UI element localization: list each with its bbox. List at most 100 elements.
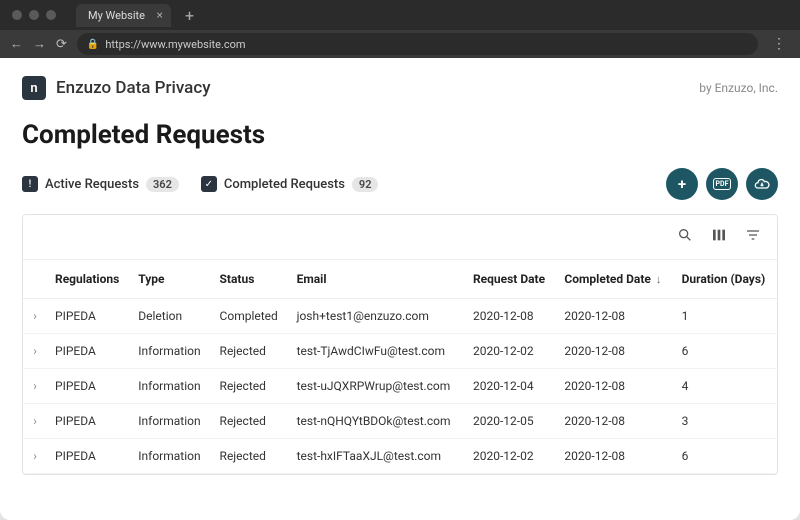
- cell-duration: 3: [674, 404, 777, 439]
- tab-label: Active Requests: [45, 177, 139, 192]
- cell-email: test-hxIFTaaXJL@test.com: [289, 439, 465, 474]
- col-status[interactable]: Status: [212, 260, 289, 299]
- table-container: Regulations Type Status Email Request Da…: [22, 214, 778, 475]
- table-row[interactable]: ›PIPEDAInformationRejectedtest-nQHQYtBDO…: [23, 404, 777, 439]
- cell-regulations: PIPEDA: [47, 334, 130, 369]
- cell-regulations: PIPEDA: [47, 404, 130, 439]
- window-controls: [12, 10, 56, 20]
- cell-completed-date: 2020-12-08: [556, 369, 673, 404]
- cell-type: Information: [130, 439, 211, 474]
- table-header-row: Regulations Type Status Email Request Da…: [23, 260, 777, 299]
- cell-email: josh+test1@enzuzo.com: [289, 299, 465, 334]
- expand-row-icon[interactable]: ›: [23, 369, 47, 404]
- cell-status: Rejected: [212, 439, 289, 474]
- col-completed-date[interactable]: Completed Date ↓: [556, 260, 673, 299]
- plus-icon: +: [678, 175, 686, 193]
- cell-email: test-TjAwdCIwFu@test.com: [289, 334, 465, 369]
- cell-completed-date: 2020-12-08: [556, 334, 673, 369]
- filter-icon[interactable]: [745, 227, 761, 247]
- cell-type: Deletion: [130, 299, 211, 334]
- cell-request-date: 2020-12-05: [465, 404, 556, 439]
- alert-icon: !: [22, 176, 38, 192]
- cell-duration: 6: [674, 334, 777, 369]
- cell-request-date: 2020-12-02: [465, 439, 556, 474]
- browser-chrome: My Website × + ← → ⟳ 🔒 https://www.myweb…: [0, 0, 800, 58]
- page-title: Completed Requests: [0, 114, 800, 168]
- pdf-icon: PDF: [713, 178, 732, 190]
- export-pdf-button[interactable]: PDF: [706, 168, 738, 200]
- cell-type: Information: [130, 334, 211, 369]
- table-body: ›PIPEDADeletionCompletedjosh+test1@enzuz…: [23, 299, 777, 474]
- minimize-window-icon[interactable]: [29, 10, 39, 20]
- back-button[interactable]: ←: [10, 36, 23, 52]
- cell-completed-date: 2020-12-08: [556, 439, 673, 474]
- cell-duration: 4: [674, 369, 777, 404]
- count-badge: 92: [352, 177, 379, 192]
- cloud-download-icon: [754, 176, 770, 192]
- cell-regulations: PIPEDA: [47, 439, 130, 474]
- browser-tab[interactable]: My Website ×: [76, 4, 171, 27]
- url-text: https://www.mywebsite.com: [105, 38, 245, 51]
- by-line: by Enzuzo, Inc.: [699, 81, 778, 95]
- maximize-window-icon[interactable]: [46, 10, 56, 20]
- cell-request-date: 2020-12-08: [465, 299, 556, 334]
- expand-row-icon[interactable]: ›: [23, 334, 47, 369]
- url-bar[interactable]: 🔒 https://www.mywebsite.com: [77, 33, 758, 55]
- columns-icon[interactable]: [711, 227, 727, 247]
- cell-completed-date: 2020-12-08: [556, 299, 673, 334]
- tab-label: Completed Requests: [224, 177, 345, 192]
- expand-row-icon[interactable]: ›: [23, 299, 47, 334]
- cell-request-date: 2020-12-04: [465, 369, 556, 404]
- sort-desc-icon: ↓: [656, 273, 662, 286]
- tab-title: My Website: [88, 9, 145, 22]
- browser-menu-button[interactable]: ⋮: [768, 36, 790, 52]
- app-title: Enzuzo Data Privacy: [56, 78, 211, 98]
- col-type[interactable]: Type: [130, 260, 211, 299]
- expand-row-icon[interactable]: ›: [23, 404, 47, 439]
- count-badge: 362: [146, 177, 179, 192]
- tab-active-requests[interactable]: ! Active Requests 362: [22, 176, 179, 192]
- cell-status: Rejected: [212, 369, 289, 404]
- col-label: Completed Date: [564, 272, 650, 286]
- cell-regulations: PIPEDA: [47, 369, 130, 404]
- tab-completed-requests[interactable]: ✓ Completed Requests 92: [201, 176, 379, 192]
- requests-table: Regulations Type Status Email Request Da…: [23, 260, 777, 474]
- cell-duration: 6: [674, 439, 777, 474]
- col-request-date[interactable]: Request Date: [465, 260, 556, 299]
- address-bar-row: ← → ⟳ 🔒 https://www.mywebsite.com ⋮: [0, 30, 800, 58]
- expand-row-icon[interactable]: ›: [23, 439, 47, 474]
- sub-tabs: ! Active Requests 362 ✓ Completed Reques…: [0, 168, 800, 214]
- cell-regulations: PIPEDA: [47, 299, 130, 334]
- cell-email: test-nQHQYtBDOk@test.com: [289, 404, 465, 439]
- table-row[interactable]: ›PIPEDAInformationRejectedtest-hxIFTaaXJ…: [23, 439, 777, 474]
- app-logo: n: [22, 76, 46, 100]
- tab-strip: My Website × +: [0, 0, 800, 30]
- forward-button[interactable]: →: [33, 36, 46, 52]
- cell-type: Information: [130, 369, 211, 404]
- cell-status: Rejected: [212, 404, 289, 439]
- table-row[interactable]: ›PIPEDAInformationRejectedtest-TjAwdCIwF…: [23, 334, 777, 369]
- cell-status: Completed: [212, 299, 289, 334]
- action-button-row: + PDF: [666, 168, 778, 200]
- col-duration[interactable]: Duration (Days): [674, 260, 777, 299]
- col-regulations[interactable]: Regulations: [47, 260, 130, 299]
- search-icon[interactable]: [677, 227, 693, 247]
- cell-email: test-uJQXRPWrup@test.com: [289, 369, 465, 404]
- table-row[interactable]: ›PIPEDADeletionCompletedjosh+test1@enzuz…: [23, 299, 777, 334]
- expand-column-header: [23, 260, 47, 299]
- table-toolbar: [23, 215, 777, 260]
- logo-letter: n: [30, 81, 37, 96]
- download-button[interactable]: [746, 168, 778, 200]
- cell-completed-date: 2020-12-08: [556, 404, 673, 439]
- col-email[interactable]: Email: [289, 260, 465, 299]
- add-button[interactable]: +: [666, 168, 698, 200]
- close-tab-icon[interactable]: ×: [157, 8, 163, 22]
- close-window-icon[interactable]: [12, 10, 22, 20]
- cell-duration: 1: [674, 299, 777, 334]
- app-header: n Enzuzo Data Privacy by Enzuzo, Inc.: [0, 58, 800, 114]
- lock-icon: 🔒: [87, 39, 99, 50]
- new-tab-button[interactable]: +: [179, 6, 200, 25]
- table-row[interactable]: ›PIPEDAInformationRejectedtest-uJQXRPWru…: [23, 369, 777, 404]
- check-icon: ✓: [201, 176, 217, 192]
- reload-button[interactable]: ⟳: [56, 37, 67, 52]
